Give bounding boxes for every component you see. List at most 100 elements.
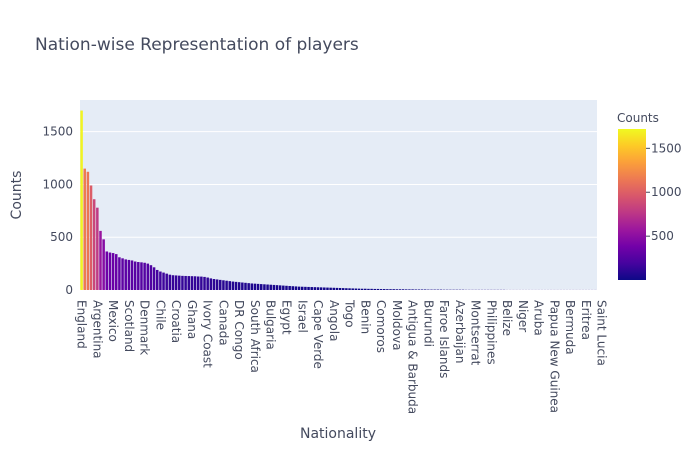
bar[interactable] [178, 276, 181, 290]
bar[interactable] [140, 262, 143, 290]
bar[interactable] [307, 287, 310, 290]
bar[interactable] [364, 289, 367, 290]
bar[interactable] [257, 284, 260, 290]
bar[interactable] [421, 289, 424, 290]
bar[interactable] [314, 287, 317, 290]
bar[interactable] [203, 277, 206, 290]
bar[interactable] [156, 270, 159, 290]
bar[interactable] [333, 288, 336, 290]
bar[interactable] [269, 285, 272, 290]
bar[interactable] [216, 279, 219, 290]
bar[interactable] [102, 239, 105, 290]
bar[interactable] [295, 286, 298, 290]
bar[interactable] [90, 186, 93, 291]
bar[interactable] [355, 289, 358, 290]
bar[interactable] [263, 284, 266, 290]
bar[interactable] [222, 280, 225, 290]
bar[interactable] [282, 286, 285, 290]
bar[interactable] [87, 172, 90, 290]
bar[interactable] [165, 274, 168, 290]
bar[interactable] [200, 277, 203, 290]
bar[interactable] [181, 276, 184, 290]
bar[interactable] [317, 287, 320, 290]
bar[interactable] [408, 289, 411, 290]
bar[interactable] [184, 276, 187, 290]
bar[interactable] [424, 289, 427, 290]
bar[interactable] [235, 282, 238, 290]
bar[interactable] [244, 283, 247, 290]
bar[interactable] [339, 288, 342, 290]
bar[interactable] [380, 289, 383, 290]
bar[interactable] [247, 283, 250, 290]
bar[interactable] [367, 289, 370, 290]
bar[interactable] [109, 253, 112, 290]
bar[interactable] [143, 263, 146, 290]
bar[interactable] [162, 273, 165, 290]
bar[interactable] [175, 275, 178, 290]
bar[interactable] [124, 259, 127, 290]
bar[interactable] [279, 285, 282, 290]
bar[interactable] [188, 276, 191, 290]
bar[interactable] [96, 208, 99, 290]
bar[interactable] [345, 288, 348, 290]
bar[interactable] [121, 258, 124, 290]
bar[interactable] [285, 286, 288, 290]
bar[interactable] [389, 289, 392, 290]
bar[interactable] [288, 286, 291, 290]
bar[interactable] [392, 289, 395, 290]
bar[interactable] [292, 286, 295, 290]
bar[interactable] [402, 289, 405, 290]
bar[interactable] [147, 264, 150, 290]
bar[interactable] [399, 289, 402, 290]
bar[interactable] [238, 282, 241, 290]
bar[interactable] [80, 111, 83, 290]
bar[interactable] [206, 278, 209, 290]
bar[interactable] [213, 279, 216, 290]
bar[interactable] [191, 276, 194, 290]
bar[interactable] [194, 276, 197, 290]
bar[interactable] [197, 276, 200, 290]
bar[interactable] [358, 289, 361, 290]
bar[interactable] [336, 288, 339, 290]
bar[interactable] [228, 281, 231, 290]
bar[interactable] [93, 199, 96, 290]
bar[interactable] [260, 284, 263, 290]
bar[interactable] [137, 262, 140, 290]
bar[interactable] [342, 288, 345, 290]
bar[interactable] [172, 275, 175, 290]
bar[interactable] [386, 289, 389, 290]
bar[interactable] [219, 280, 222, 290]
bar[interactable] [320, 287, 323, 290]
bar[interactable] [83, 169, 86, 290]
bar[interactable] [383, 289, 386, 290]
bar[interactable] [254, 284, 257, 290]
bar[interactable] [411, 289, 414, 290]
bar[interactable] [304, 287, 307, 290]
bar[interactable] [210, 278, 213, 290]
bar[interactable] [169, 275, 172, 290]
bar[interactable] [326, 288, 329, 290]
bar[interactable] [405, 289, 408, 290]
bar[interactable] [128, 260, 131, 290]
bar[interactable] [273, 285, 276, 290]
bar[interactable] [276, 285, 279, 290]
bar[interactable] [115, 254, 118, 290]
bar[interactable] [323, 287, 326, 290]
bar[interactable] [373, 289, 376, 290]
bar[interactable] [377, 289, 380, 290]
bar[interactable] [153, 267, 156, 290]
bar[interactable] [150, 265, 153, 290]
bar[interactable] [131, 260, 134, 290]
bar[interactable] [251, 283, 254, 290]
bar[interactable] [225, 281, 228, 290]
bar[interactable] [118, 257, 121, 290]
bar[interactable] [329, 288, 332, 290]
bar[interactable] [298, 287, 301, 290]
bar[interactable] [241, 283, 244, 290]
bar[interactable] [266, 285, 269, 290]
bar[interactable] [361, 289, 364, 290]
bar[interactable] [134, 262, 137, 291]
bar[interactable] [159, 272, 162, 290]
bar[interactable] [232, 282, 235, 290]
bar[interactable] [112, 253, 115, 290]
